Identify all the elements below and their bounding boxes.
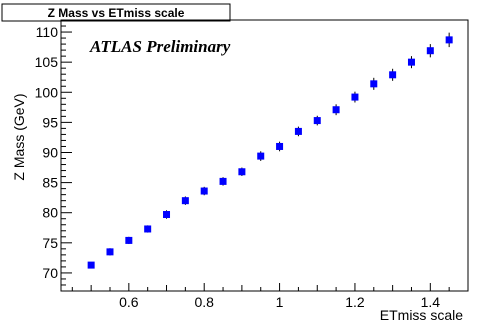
data-point xyxy=(313,117,321,125)
data-point xyxy=(351,93,359,101)
data-point xyxy=(106,248,114,256)
data-point xyxy=(125,236,133,244)
y-tick-label: 80 xyxy=(42,205,58,221)
data-point xyxy=(181,197,189,205)
x-tick-label: 1.2 xyxy=(345,294,365,310)
y-tick-label: 105 xyxy=(35,54,59,70)
data-point xyxy=(219,177,227,185)
data-point xyxy=(238,168,246,176)
x-tick-label: 1 xyxy=(276,294,284,310)
data-point xyxy=(407,58,415,66)
data-point xyxy=(200,187,208,195)
data-point xyxy=(426,47,434,55)
x-tick-label: 1.4 xyxy=(421,294,441,310)
x-axis-title: ETmiss scale xyxy=(380,307,463,323)
data-point xyxy=(257,152,265,160)
data-point xyxy=(294,127,302,135)
data-point xyxy=(332,106,340,114)
chart-title: Z Mass vs ETmiss scale xyxy=(48,6,185,20)
y-tick-label: 110 xyxy=(36,24,59,40)
data-point xyxy=(144,225,152,233)
data-point xyxy=(445,36,453,44)
data-point xyxy=(370,80,378,88)
data-point xyxy=(87,261,95,269)
x-tick-label: 0.8 xyxy=(194,294,214,310)
plot-frame xyxy=(60,19,469,292)
y-tick-label: 75 xyxy=(42,235,58,251)
x-tick-label: 0.6 xyxy=(119,294,139,310)
data-points xyxy=(87,32,453,269)
title-box xyxy=(1,3,231,22)
y-tick-label: 95 xyxy=(42,114,58,130)
data-point xyxy=(276,142,284,150)
y-tick-label: 70 xyxy=(42,265,58,281)
y-tick-label: 90 xyxy=(42,144,58,160)
y-tick-label: 85 xyxy=(42,175,58,191)
axes: 70 75 80 85 90 95 100 105 110 0.6 0.8 1 1.2 1.4 xyxy=(35,19,469,310)
data-point xyxy=(163,211,171,219)
atlas-annotation: ATLAS Preliminary xyxy=(89,37,231,56)
y-tick-label: 100 xyxy=(35,84,59,100)
y-axis-title: Z Mass (GeV) xyxy=(11,93,27,180)
data-point xyxy=(389,71,397,79)
